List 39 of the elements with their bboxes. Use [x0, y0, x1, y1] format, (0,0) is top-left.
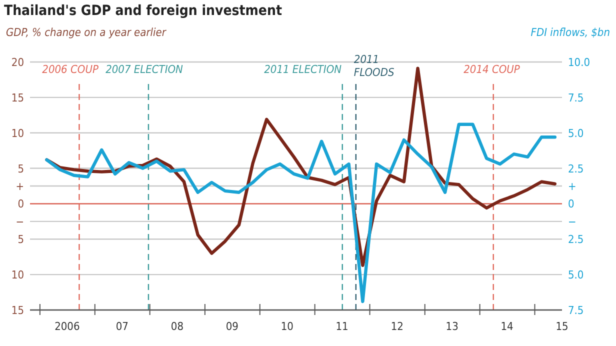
- y2-tick-label: 2.5: [568, 162, 584, 176]
- chart-title: Thailand's GDP and foreign investment: [4, 3, 282, 19]
- ref-line-label: 2014 COUP: [464, 63, 520, 76]
- y2-tick-label: 0: [568, 198, 574, 211]
- y2-tick-label: 10.0: [568, 56, 590, 69]
- y2-tick-label: +: [568, 180, 576, 193]
- y-tick-label: 10: [11, 126, 24, 140]
- ref-line-label: 2006 COUP: [42, 63, 98, 76]
- x-tick-label: 07: [116, 320, 128, 333]
- x-tick-label: 08: [170, 320, 184, 333]
- y2-tick-label: 5.0: [568, 268, 584, 282]
- y-tick-label: 20: [11, 56, 24, 69]
- ref-line-label: 2007 ELECTION: [106, 63, 184, 76]
- y-tick-label: 5: [18, 162, 24, 176]
- y2-tick-label: −: [568, 215, 576, 228]
- y-tick-label: +: [16, 180, 24, 193]
- y-axis-title: GDP, % change on a year earlier: [6, 26, 167, 39]
- y2-axis-title: FDI inflows, $bn: [530, 26, 610, 39]
- x-tick-label: 14: [500, 320, 514, 333]
- y-tick-label: 15: [11, 304, 24, 317]
- y-tick-label: −: [16, 215, 24, 228]
- x-tick-label: 2006: [54, 320, 80, 333]
- x-tick-label: 13: [446, 320, 458, 333]
- x-tick-label: 12: [390, 320, 404, 333]
- x-tick-label: 09: [226, 320, 238, 333]
- ref-line-label: 2011 ELECTION: [264, 63, 342, 76]
- y2-tick-label: 2.5: [568, 233, 584, 246]
- y2-tick-label: 7.5: [568, 91, 584, 104]
- y-tick-label: 5: [18, 233, 24, 246]
- x-tick-label: 15: [556, 320, 568, 333]
- y2-tick-label: 5.0: [568, 126, 584, 140]
- line-series: [45, 122, 557, 304]
- x-tick-label: 10: [280, 320, 294, 333]
- ref-line-label: 2011 FLOODS: [354, 53, 394, 79]
- x-tick-label: 11: [336, 320, 348, 333]
- y2-tick-label: 7.5: [568, 304, 584, 317]
- y-tick-label: 15: [11, 91, 24, 104]
- y-tick-label: 10: [11, 268, 24, 282]
- y-tick-label: 0: [18, 198, 24, 211]
